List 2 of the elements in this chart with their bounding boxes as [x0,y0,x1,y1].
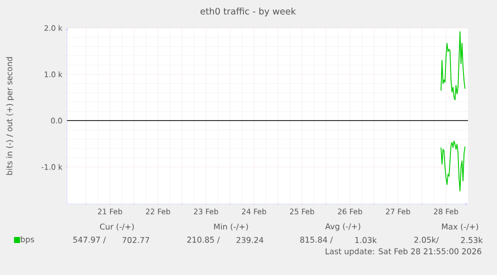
chart-title: eth0 traffic - by week [200,8,296,16]
line-series [440,31,466,100]
